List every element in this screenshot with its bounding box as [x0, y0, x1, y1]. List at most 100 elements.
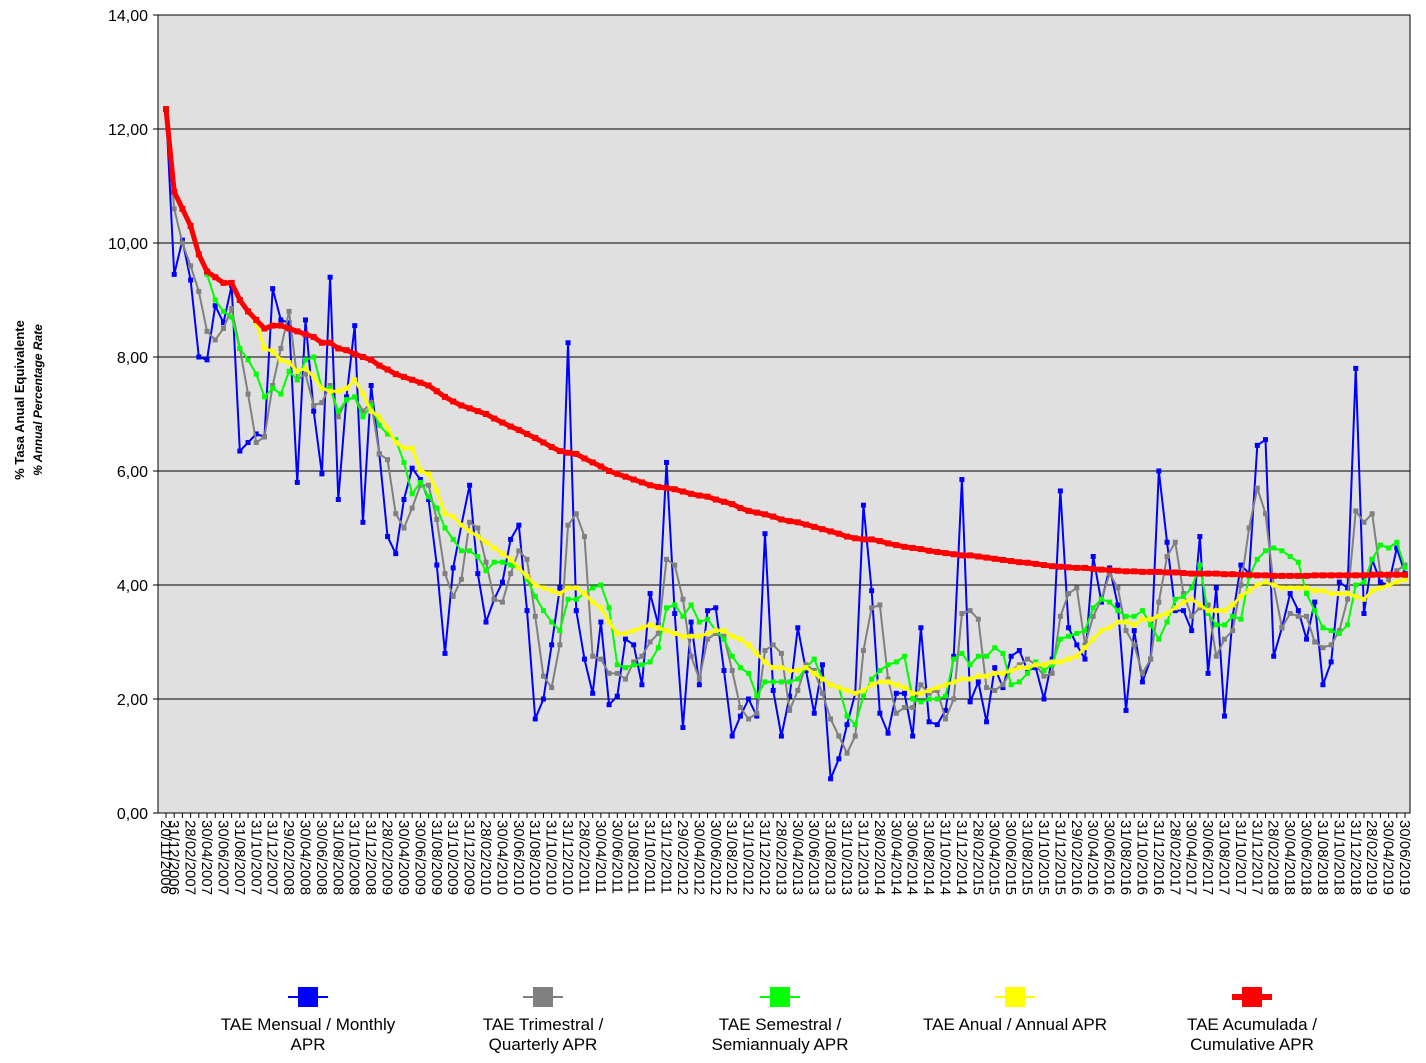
data-point — [359, 354, 366, 360]
data-point — [1304, 636, 1310, 642]
data-point — [836, 756, 842, 762]
data-point — [803, 662, 809, 668]
data-point — [294, 328, 301, 335]
data-point — [967, 662, 973, 668]
data-point — [975, 673, 981, 679]
x-tick-label: 30/04/2011 — [592, 820, 609, 894]
data-point — [1385, 571, 1392, 578]
data-point — [532, 434, 539, 441]
data-point — [614, 630, 620, 636]
series-line — [165, 109, 1406, 780]
data-point — [778, 665, 784, 671]
data-point — [770, 665, 776, 671]
data-point — [737, 505, 744, 512]
data-point — [581, 656, 587, 662]
data-point — [664, 605, 670, 611]
data-point — [360, 408, 366, 414]
y-tick-label: 6,00 — [117, 464, 148, 481]
data-point — [721, 668, 727, 673]
data-point — [1164, 539, 1170, 545]
data-point — [491, 596, 497, 602]
data-point — [983, 554, 990, 561]
y-axis: 0,00 2,00 4,00 6,00 8,00 10,00 12,00 14,00 — [108, 8, 158, 823]
data-point — [475, 525, 481, 531]
data-point — [335, 345, 342, 352]
data-point — [532, 582, 538, 588]
data-point — [1394, 568, 1400, 574]
data-point — [508, 556, 514, 562]
data-point — [910, 705, 916, 711]
data-point — [1213, 608, 1219, 614]
data-point — [696, 676, 702, 682]
legend-label: TAE Trimestral / Quarterly APR — [482, 1015, 604, 1054]
data-point — [860, 687, 866, 693]
legend-item: TAE Trimestral / Quarterly APR — [428, 985, 658, 1055]
data-point — [1025, 668, 1031, 673]
legend-item: TAE Acumulada / Cumulative APR — [1137, 985, 1367, 1055]
x-tick-label: 30/06/2007 — [214, 820, 231, 895]
data-point — [786, 518, 793, 525]
data-point — [737, 705, 743, 711]
data-point — [1271, 582, 1277, 588]
data-point — [622, 636, 628, 642]
data-point — [844, 750, 850, 756]
data-point — [573, 608, 579, 614]
x-tick-label: 30/06/2012 — [707, 820, 724, 895]
data-point — [376, 414, 382, 420]
data-point — [901, 685, 907, 691]
data-point — [1238, 582, 1244, 588]
data-point — [639, 625, 645, 631]
data-point — [1205, 670, 1211, 676]
x-tick-label: 31/10/2015 — [1035, 820, 1052, 895]
data-point — [1263, 548, 1269, 554]
data-point — [524, 576, 530, 582]
data-point — [261, 434, 267, 440]
data-point — [762, 531, 768, 537]
data-point — [1386, 576, 1392, 582]
data-point — [934, 687, 940, 693]
data-point — [1304, 591, 1310, 597]
data-point — [746, 670, 752, 676]
data-point — [934, 696, 940, 702]
data-point — [869, 588, 875, 594]
data-point — [1148, 656, 1154, 662]
data-point — [556, 448, 563, 455]
data-point — [417, 479, 423, 485]
data-point — [959, 650, 965, 656]
data-point — [491, 415, 498, 422]
data-point — [631, 642, 637, 648]
data-point — [992, 687, 998, 693]
data-point — [1115, 585, 1121, 591]
data-point — [1016, 679, 1022, 685]
data-point — [425, 382, 432, 389]
data-point — [1230, 628, 1236, 634]
data-point — [433, 388, 440, 395]
data-point — [1180, 599, 1186, 605]
data-point — [417, 468, 423, 474]
data-point — [950, 551, 957, 558]
data-point — [606, 702, 612, 708]
y-axis-subtitle: % Annual Percentage Rate — [31, 324, 45, 476]
data-point — [344, 397, 350, 403]
x-tick-label: 31/08/2018 — [1314, 820, 1331, 895]
data-point — [1090, 566, 1097, 573]
data-point — [614, 470, 621, 477]
data-point — [844, 713, 850, 719]
data-point — [1082, 642, 1088, 648]
data-point — [655, 625, 661, 631]
data-point — [1230, 602, 1236, 608]
data-point — [1336, 628, 1342, 634]
data-point — [1377, 542, 1383, 548]
data-point — [1065, 564, 1072, 571]
data-point — [877, 668, 883, 673]
data-point — [860, 648, 866, 654]
data-point — [836, 733, 842, 739]
data-point — [901, 705, 907, 711]
data-point — [286, 308, 292, 314]
data-point — [606, 605, 612, 611]
data-point — [590, 690, 596, 696]
data-point — [400, 373, 407, 380]
data-point — [458, 576, 464, 582]
data-point — [458, 402, 465, 409]
series-group — [163, 106, 1408, 782]
